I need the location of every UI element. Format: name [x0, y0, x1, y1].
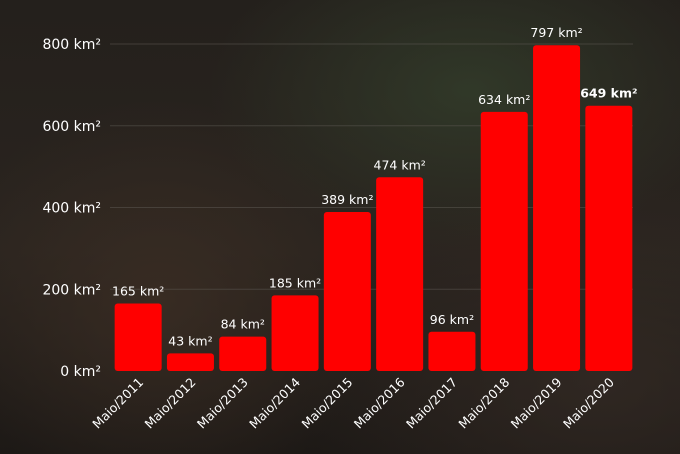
y-axis: 0 km² 200 km² 400 km² 600 km² 800 km² [42, 37, 101, 380]
data-label: 165 km² [112, 284, 164, 299]
x-tick-label: Maio/2020 [560, 374, 617, 431]
data-label: 649 km² [580, 86, 637, 101]
bar [114, 303, 162, 371]
x-tick-label: Maio/2018 [455, 374, 512, 431]
data-label: 84 km² [221, 317, 265, 332]
data-label: 185 km² [269, 275, 321, 290]
bar [166, 353, 214, 371]
x-tick-label: Maio/2014 [246, 374, 303, 431]
x-tick-label: Maio/2013 [194, 375, 251, 432]
x-tick-label: Maio/2016 [351, 374, 408, 431]
bar [533, 45, 581, 371]
bar [376, 177, 424, 371]
x-axis: Maio/2011Maio/2012Maio/2013Maio/2014Maio… [89, 374, 617, 431]
y-tick-label: 600 km² [42, 119, 101, 135]
bar [271, 295, 319, 371]
bar [219, 336, 267, 371]
bars [114, 45, 633, 371]
bar [323, 211, 371, 371]
y-tick-label: 800 km² [42, 37, 101, 53]
data-labels: 165 km² 43 km² 84 km² 185 km² 389 km² 474 km²… [112, 25, 637, 348]
data-label: 389 km² [321, 192, 373, 207]
data-label: 43 km² [168, 333, 212, 348]
x-tick-label: Maio/2011 [89, 375, 146, 432]
x-tick-label: Maio/2017 [403, 375, 460, 432]
y-tick-label: 200 km² [42, 282, 101, 298]
x-tick-label: Maio/2015 [298, 375, 355, 432]
data-label: 96 km² [430, 312, 474, 327]
x-tick-label: Maio/2012 [142, 375, 199, 432]
y-tick-label: 0 km² [60, 364, 101, 380]
y-tick-label: 400 km² [42, 201, 101, 217]
bar [428, 331, 476, 371]
data-label: 474 km² [374, 157, 426, 172]
bar [480, 111, 528, 371]
bar [585, 105, 633, 371]
x-tick-label: Maio/2019 [508, 374, 565, 431]
data-label: 634 km² [478, 92, 530, 107]
data-label: 797 km² [530, 25, 582, 40]
